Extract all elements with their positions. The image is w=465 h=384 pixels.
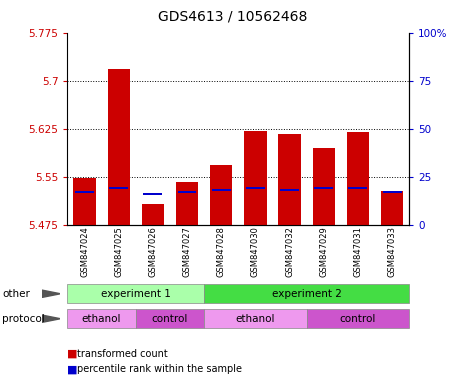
Text: control: control [340, 314, 376, 324]
Text: experiment 2: experiment 2 [272, 289, 342, 299]
Text: ethanol: ethanol [82, 314, 121, 324]
Bar [244, 131, 266, 225]
Bar [75, 191, 94, 193]
Bar [107, 69, 130, 225]
Text: percentile rank within the sample: percentile rank within the sample [77, 364, 242, 374]
Bar [347, 132, 369, 225]
Text: ethanol: ethanol [236, 314, 275, 324]
Bar [383, 191, 402, 193]
Polygon shape [42, 290, 60, 298]
Bar [246, 187, 265, 189]
Text: GDS4613 / 10562468: GDS4613 / 10562468 [158, 10, 307, 23]
Bar [312, 149, 335, 225]
Bar [280, 189, 299, 191]
Text: control: control [152, 314, 188, 324]
Bar [348, 187, 367, 189]
Text: experiment 1: experiment 1 [101, 289, 171, 299]
Text: ■: ■ [67, 349, 78, 359]
Bar [212, 189, 231, 191]
Text: protocol: protocol [2, 314, 45, 324]
Bar [210, 165, 232, 225]
Bar [178, 191, 197, 193]
Bar [314, 187, 333, 189]
Text: other: other [2, 289, 30, 299]
Bar [176, 182, 198, 225]
Polygon shape [42, 315, 60, 323]
Bar [381, 191, 403, 225]
Text: transformed count: transformed count [77, 349, 167, 359]
Bar [73, 178, 96, 225]
Bar [109, 187, 128, 189]
Bar [279, 134, 301, 225]
Bar [142, 204, 164, 225]
Bar [143, 193, 162, 195]
Text: ■: ■ [67, 364, 78, 374]
